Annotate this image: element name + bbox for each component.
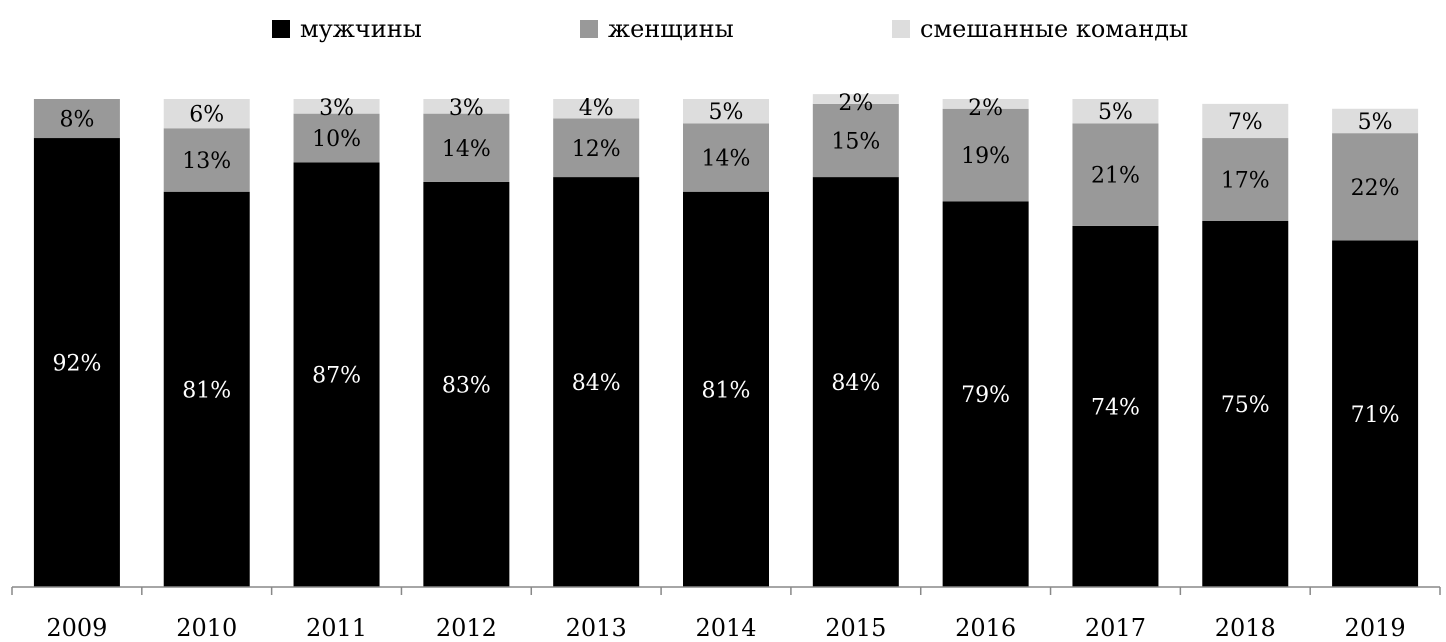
bar-2018-series-0: [1202, 221, 1289, 587]
bar-group-2011: 87% 10% 3%: [293, 96, 380, 587]
bar-2019-series-1: [1332, 133, 1419, 241]
legend: мужчины женщины смешанные команды: [272, 15, 1188, 43]
data-label-2017-series-1: 21%: [1091, 164, 1140, 189]
legend-label-1: женщины: [608, 15, 734, 43]
bar-group-2016: 79% 19% 2%: [942, 96, 1029, 588]
x-tick-label-2019: 2019: [1345, 614, 1406, 642]
bar-group-2010: 81% 13% 6%: [163, 99, 250, 587]
legend-item-1: женщины: [580, 15, 734, 43]
x-tick-label-2012: 2012: [436, 614, 497, 642]
bar-2011-series-0: [293, 162, 380, 587]
legend-label-2: смешанные команды: [920, 15, 1188, 43]
data-label-2015-series-1: 15%: [831, 129, 880, 154]
x-axis: 2009 2010 2011 2012 2013 2014 2015 2016 2017 2018…: [11, 586, 1441, 642]
legend-item-0: мужчины: [272, 15, 422, 43]
bar-2014-series-0: [683, 191, 769, 587]
data-label-2018-series-0: 75%: [1221, 393, 1270, 418]
bar-2011-series-1: [293, 113, 380, 163]
bar-group-2017: 74% 21% 5%: [1072, 99, 1159, 587]
data-label-2009-series-1: 8%: [59, 108, 94, 133]
x-tick-label-2016: 2016: [955, 614, 1016, 642]
x-tick-label-2018: 2018: [1215, 614, 1276, 642]
legend-label-0: мужчины: [300, 15, 422, 43]
data-label-2018-series-1: 17%: [1221, 169, 1270, 194]
bar-group-2018: 75% 17% 7%: [1202, 103, 1289, 587]
x-tick-label-2015: 2015: [825, 614, 886, 642]
data-label-2016-series-2: 2%: [968, 96, 1003, 121]
bar-group-2019: 71% 22% 5%: [1332, 108, 1419, 587]
data-label-2011-series-0: 87%: [312, 364, 361, 389]
data-label-2013-series-0: 84%: [572, 371, 621, 396]
bar-2012-series-0: [423, 181, 510, 587]
data-label-2010-series-2: 6%: [189, 103, 224, 128]
data-label-2012-series-0: 83%: [442, 373, 491, 398]
data-label-2010-series-0: 81%: [182, 378, 231, 403]
data-label-2017-series-2: 5%: [1098, 100, 1133, 125]
bar-2009-series-0: [33, 138, 120, 588]
bar-2019-series-2: [1332, 108, 1419, 134]
data-label-2011-series-2: 3%: [319, 96, 354, 121]
legend-item-2: смешанные команды: [892, 15, 1188, 43]
data-label-2014-series-0: 81%: [702, 378, 751, 403]
data-label-2013-series-1: 12%: [572, 137, 621, 162]
x-tick-label-2009: 2009: [46, 614, 107, 642]
data-label-2017-series-0: 74%: [1091, 395, 1140, 420]
bar-group-2012: 83% 14% 3%: [423, 96, 510, 587]
bar-group-2013: 84% 12% 4%: [553, 96, 640, 587]
data-label-2013-series-2: 4%: [579, 96, 614, 121]
data-label-2009-series-0: 92%: [52, 352, 101, 377]
bar-2013-series-0: [553, 177, 640, 587]
x-tick-label-2013: 2013: [566, 614, 627, 642]
data-label-2014-series-2: 5%: [709, 100, 744, 125]
bar-2015-series-0: [812, 177, 899, 587]
bar-2009-series-1: [33, 99, 120, 139]
bar-group-2015: 84% 15% 2%: [812, 91, 899, 587]
legend-swatch-2: [892, 20, 910, 38]
data-label-2015-series-2: 2%: [838, 91, 873, 116]
bar-2010-series-0: [163, 191, 250, 587]
data-label-2019-series-0: 71%: [1351, 403, 1400, 428]
bar-group-2014: 81% 14% 5%: [683, 99, 769, 587]
data-label-2018-series-2: 7%: [1228, 110, 1263, 135]
bars: 92% 8% 81% 13% 6% 87% 10% 3% 83% 14% 3% 84% 12% 4% 81%…: [33, 91, 1419, 588]
data-label-2019-series-1: 22%: [1351, 176, 1400, 201]
bar-2015-series-2: [812, 94, 899, 104]
bar-2016-series-1: [942, 108, 1029, 202]
legend-swatch-1: [580, 20, 598, 38]
bar-2014-series-1: [683, 123, 769, 192]
bar-2012-series-1: [423, 113, 510, 182]
data-label-2011-series-1: 10%: [312, 127, 361, 152]
data-label-2019-series-2: 5%: [1358, 110, 1393, 135]
x-tick-label-2017: 2017: [1085, 614, 1146, 642]
bar-2019-series-0: [1332, 240, 1419, 587]
bar-2017-series-2: [1072, 99, 1159, 124]
x-tick-label-2010: 2010: [176, 614, 237, 642]
data-label-2010-series-1: 13%: [182, 149, 231, 174]
bar-group-2009: 92% 8%: [33, 99, 120, 588]
x-tick-label-2014: 2014: [695, 614, 756, 642]
bar-2013-series-1: [553, 118, 640, 178]
bar-2011-series-2: [293, 99, 380, 114]
bar-2013-series-2: [553, 99, 640, 119]
bar-2010-series-2: [163, 99, 250, 129]
bar-2017-series-0: [1072, 225, 1159, 587]
bar-2016-series-0: [942, 201, 1029, 588]
data-label-2012-series-1: 14%: [442, 137, 491, 162]
data-label-2016-series-0: 79%: [961, 383, 1010, 408]
data-label-2012-series-2: 3%: [449, 96, 484, 121]
data-label-2015-series-0: 84%: [831, 371, 880, 396]
bar-2014-series-2: [683, 99, 769, 124]
data-label-2016-series-1: 19%: [961, 144, 1010, 169]
bar-2018-series-1: [1202, 138, 1289, 221]
bar-2017-series-1: [1072, 123, 1159, 226]
bar-2015-series-1: [812, 103, 899, 178]
bar-2018-series-2: [1202, 103, 1289, 139]
x-tick-label-2011: 2011: [306, 614, 367, 642]
data-label-2014-series-1: 14%: [702, 147, 751, 172]
legend-swatch-0: [272, 20, 290, 38]
bar-2016-series-2: [942, 99, 1029, 109]
bar-2010-series-1: [163, 128, 250, 192]
bar-2012-series-2: [423, 99, 510, 114]
